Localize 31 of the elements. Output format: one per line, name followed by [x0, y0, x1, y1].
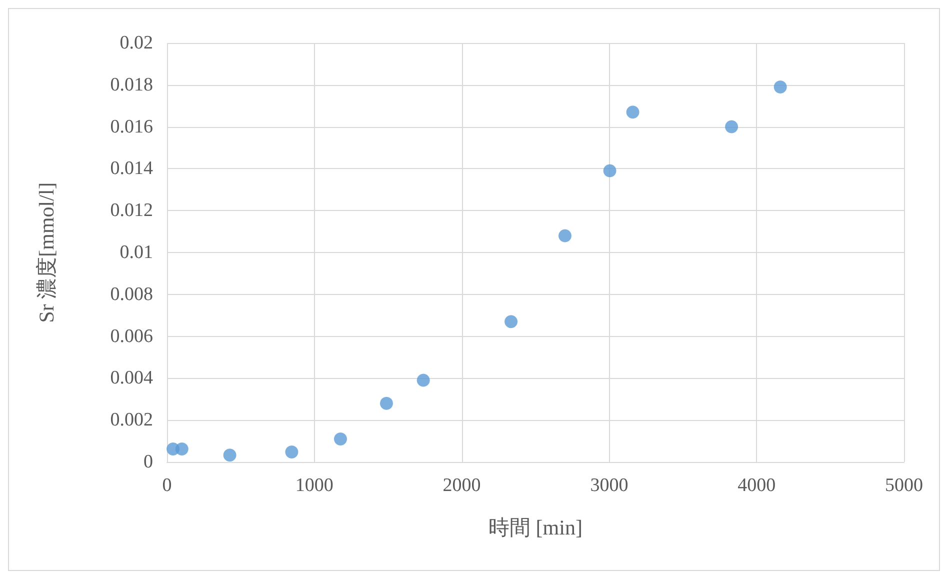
y-tick-label: 0.01	[120, 242, 153, 263]
x-tick-label: 3000	[590, 475, 628, 496]
point	[223, 448, 236, 462]
y-tick-label: 0.004	[110, 368, 154, 389]
x-tick-label: 5000	[885, 475, 923, 496]
y-axis-title: Sr 濃度[mmol/l]	[34, 182, 58, 323]
point	[334, 432, 347, 446]
y-tick-label: 0.016	[110, 116, 153, 138]
y-tick-label: 0.006	[110, 326, 153, 347]
point	[558, 229, 572, 242]
y-tick-label: 0.002	[110, 410, 153, 431]
y-tick-label: 0.02	[120, 32, 153, 54]
y-tick-label: 0.018	[110, 74, 153, 96]
point	[285, 445, 298, 458]
point	[774, 80, 787, 94]
point	[725, 120, 738, 134]
y-tick-label: 0.008	[110, 284, 153, 305]
point	[504, 315, 518, 328]
point	[603, 164, 616, 178]
point	[380, 396, 393, 410]
point	[416, 374, 430, 387]
x-tick-label: 4000	[738, 475, 776, 496]
y-tick-label: 0	[144, 452, 153, 472]
y-tick-label: 0.014	[110, 158, 154, 180]
x-axis-title: 時間 [min]	[488, 516, 582, 540]
y-tick-label: 0.012	[110, 200, 153, 222]
x-tick-label: 2000	[442, 475, 481, 496]
x-tick-label: 0	[162, 475, 172, 496]
x-tick-label: 1000	[295, 475, 334, 496]
point	[175, 442, 188, 456]
point	[626, 106, 640, 119]
